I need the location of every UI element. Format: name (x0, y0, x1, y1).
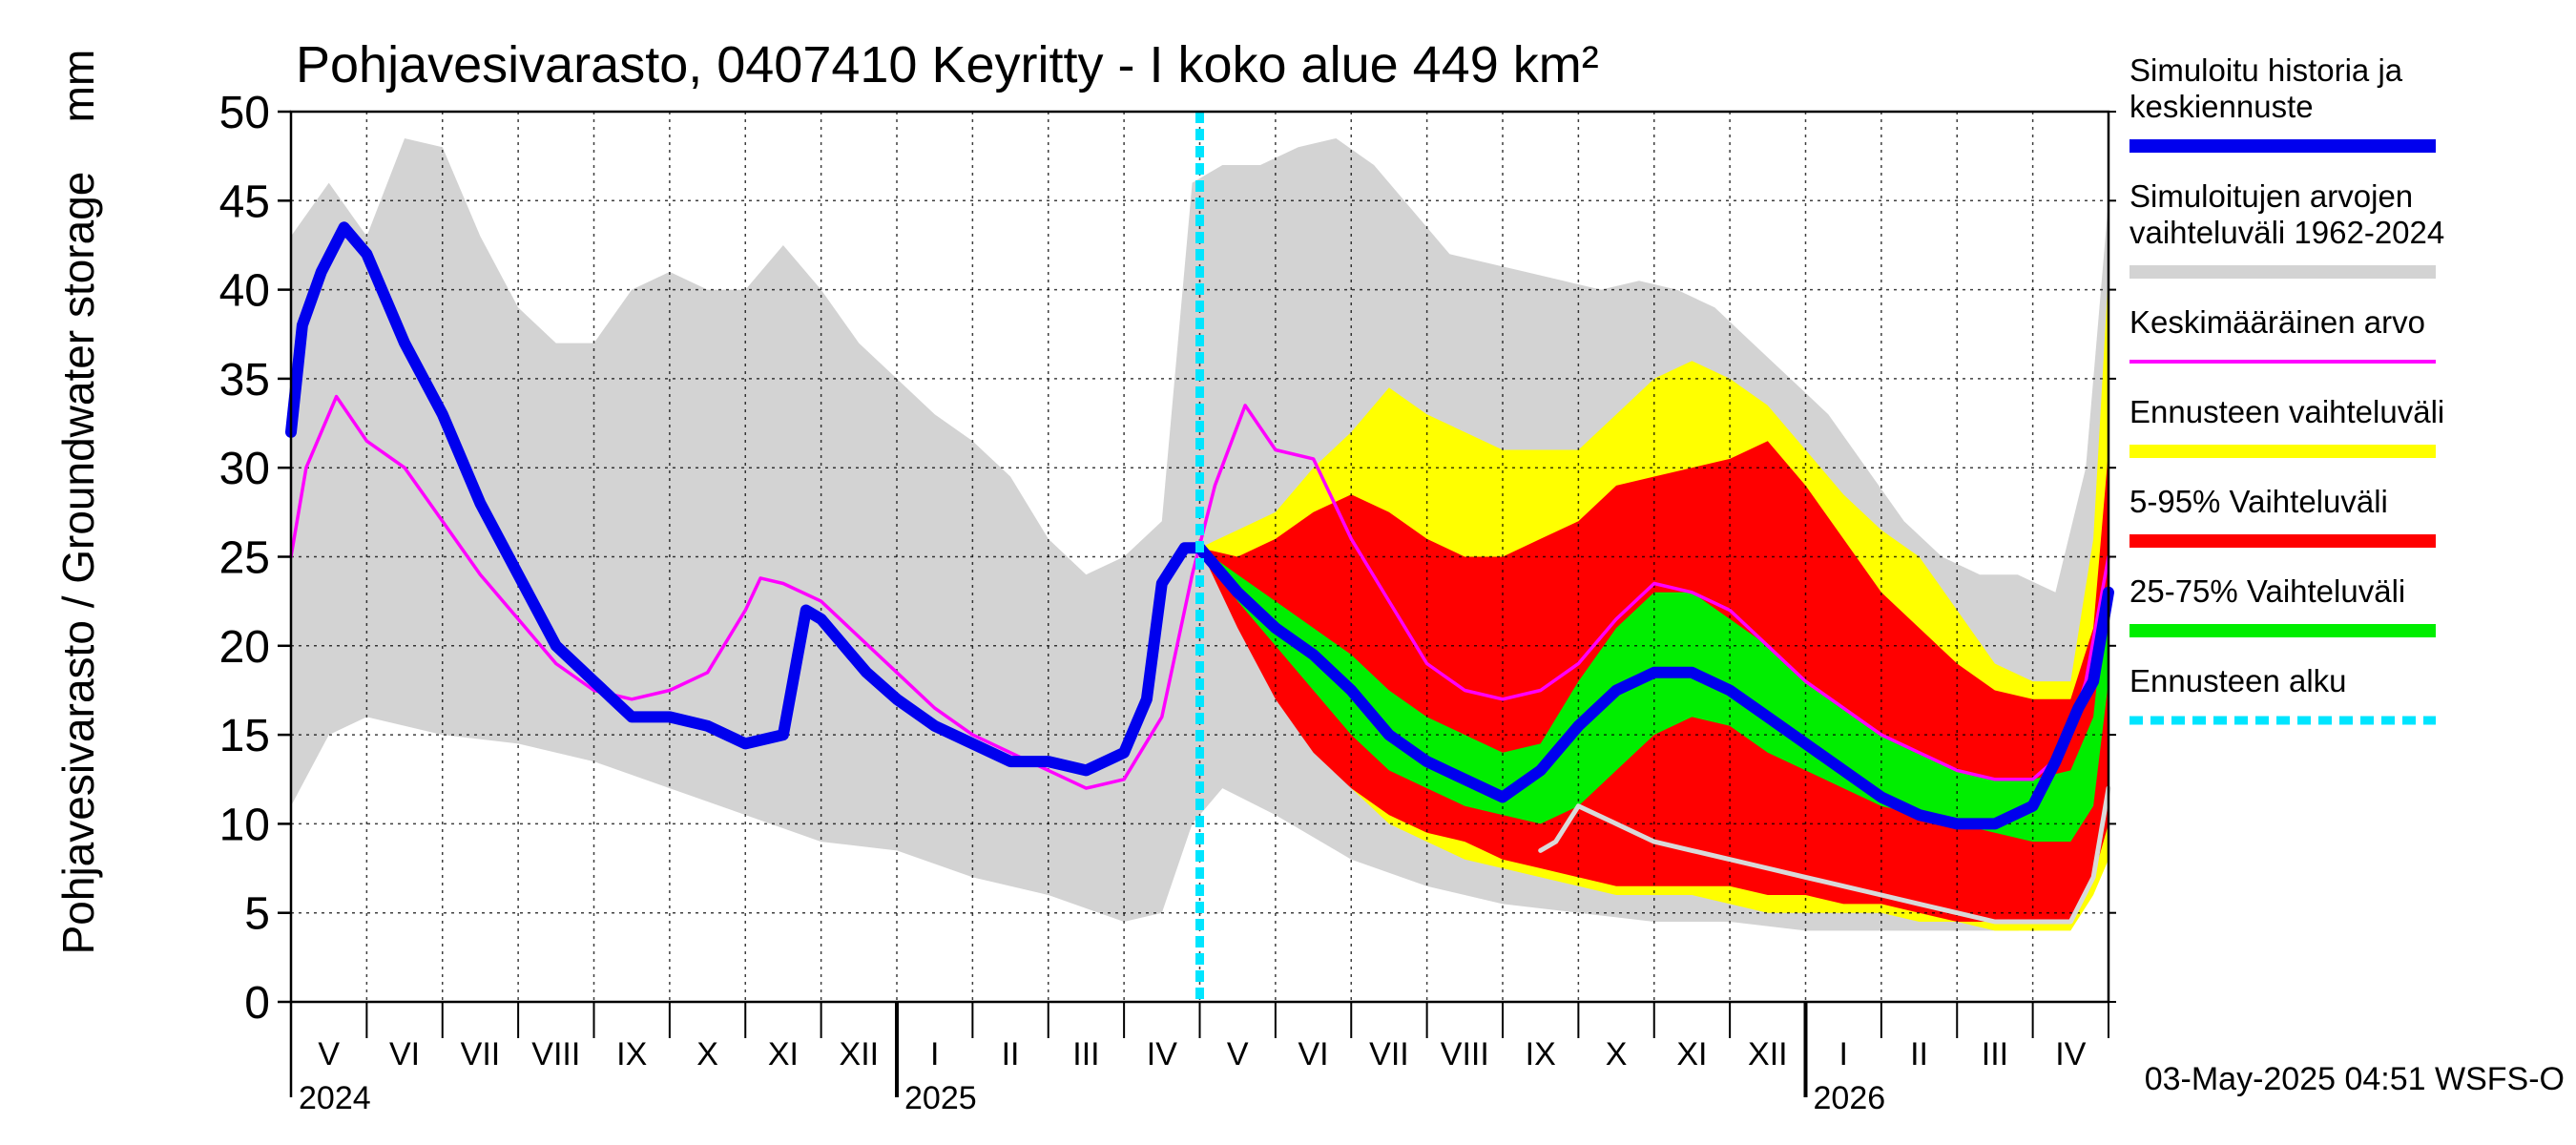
y-axis-label: Pohjavesivarasto / Groundwater storage (53, 172, 103, 955)
x-tick-label: V (318, 1036, 340, 1072)
y-tick-label: 20 (219, 622, 270, 673)
simulated-history-median-line (285, 221, 2114, 830)
legend-label: Ennusteen alku (2129, 663, 2347, 698)
x-tick-label: V (1227, 1036, 1249, 1072)
x-tick-label: II (1002, 1036, 1020, 1072)
footer-timestamp: 03-May-2025 04:51 WSFS-O (2145, 1061, 2565, 1097)
x-tick-label: X (696, 1036, 718, 1072)
historical-min-line (1538, 785, 2111, 925)
x-tick-label: XI (1676, 1036, 1707, 1072)
x-tick-label: VIII (531, 1036, 580, 1072)
legend-label: Keskimääräinen arvo (2129, 304, 2425, 340)
y-tick-label: 45 (219, 177, 270, 227)
x-tick-label: IV (2055, 1036, 2086, 1072)
y-axis-unit: mm (53, 50, 103, 123)
y-tick-label: 40 (219, 266, 270, 317)
x-tick-label: XII (840, 1036, 880, 1072)
legend-label: Ennusteen vaihteluväli (2129, 394, 2444, 429)
legend-item: Keskimääräinen arvo (2129, 304, 2436, 364)
year-label: 2026 (1814, 1080, 1886, 1116)
x-tick-label: VII (1369, 1036, 1409, 1072)
legend-item: Ennusteen vaihteluväli (2129, 394, 2444, 458)
x-tick-label: I (1839, 1036, 1847, 1072)
x-tick-label: VI (389, 1036, 420, 1072)
legend-label: keskiennuste (2129, 89, 2314, 124)
mean-value-line (289, 394, 2110, 790)
y-tick-label: 15 (219, 711, 270, 761)
y-tick-label: 35 (219, 355, 270, 406)
year-label: 2024 (299, 1080, 371, 1116)
x-tick-label: X (1606, 1036, 1628, 1072)
x-tick-label: II (1910, 1036, 1928, 1072)
y-tick-label: 5 (244, 889, 270, 940)
plot-area (285, 112, 2114, 1002)
legend-label: vaihteluväli 1962-2024 (2129, 215, 2444, 250)
x-tick-label: III (1072, 1036, 1099, 1072)
x-tick-label: VIII (1441, 1036, 1489, 1072)
x-tick-label: VII (461, 1036, 501, 1072)
x-tick-label: IV (1147, 1036, 1177, 1072)
x-tick-label: XII (1748, 1036, 1788, 1072)
x-tick-label: IX (1526, 1036, 1556, 1072)
year-label: 2025 (904, 1080, 977, 1116)
legend-label: Simuloitujen arvojen (2129, 178, 2413, 214)
legend-label: Simuloitu historia ja (2129, 52, 2403, 88)
x-tick-label: IX (616, 1036, 647, 1072)
x-tick-label: VI (1298, 1036, 1329, 1072)
legend-item: 25-75% Vaihteluväli (2129, 573, 2436, 637)
legend-label: 5-95% Vaihteluväli (2129, 484, 2388, 519)
legend-label: 25-75% Vaihteluväli (2129, 573, 2405, 609)
x-tick-label: III (1982, 1036, 2008, 1072)
y-tick-label: 10 (219, 800, 270, 850)
legend: Simuloitu historia jakeskiennusteSimuloi… (2129, 52, 2444, 725)
legend-item: Ennusteen alku (2129, 663, 2436, 725)
x-tick-label: XI (768, 1036, 799, 1072)
y-tick-label: 25 (219, 533, 270, 584)
y-tick-label: 30 (219, 444, 270, 494)
chart-title: Pohjavesivarasto, 0407410 Keyritty - I k… (296, 36, 1599, 94)
y-tick-label: 50 (219, 88, 270, 138)
legend-item: 5-95% Vaihteluväli (2129, 484, 2436, 548)
x-tick-label: I (930, 1036, 939, 1072)
y-tick-label: 0 (244, 978, 270, 1029)
